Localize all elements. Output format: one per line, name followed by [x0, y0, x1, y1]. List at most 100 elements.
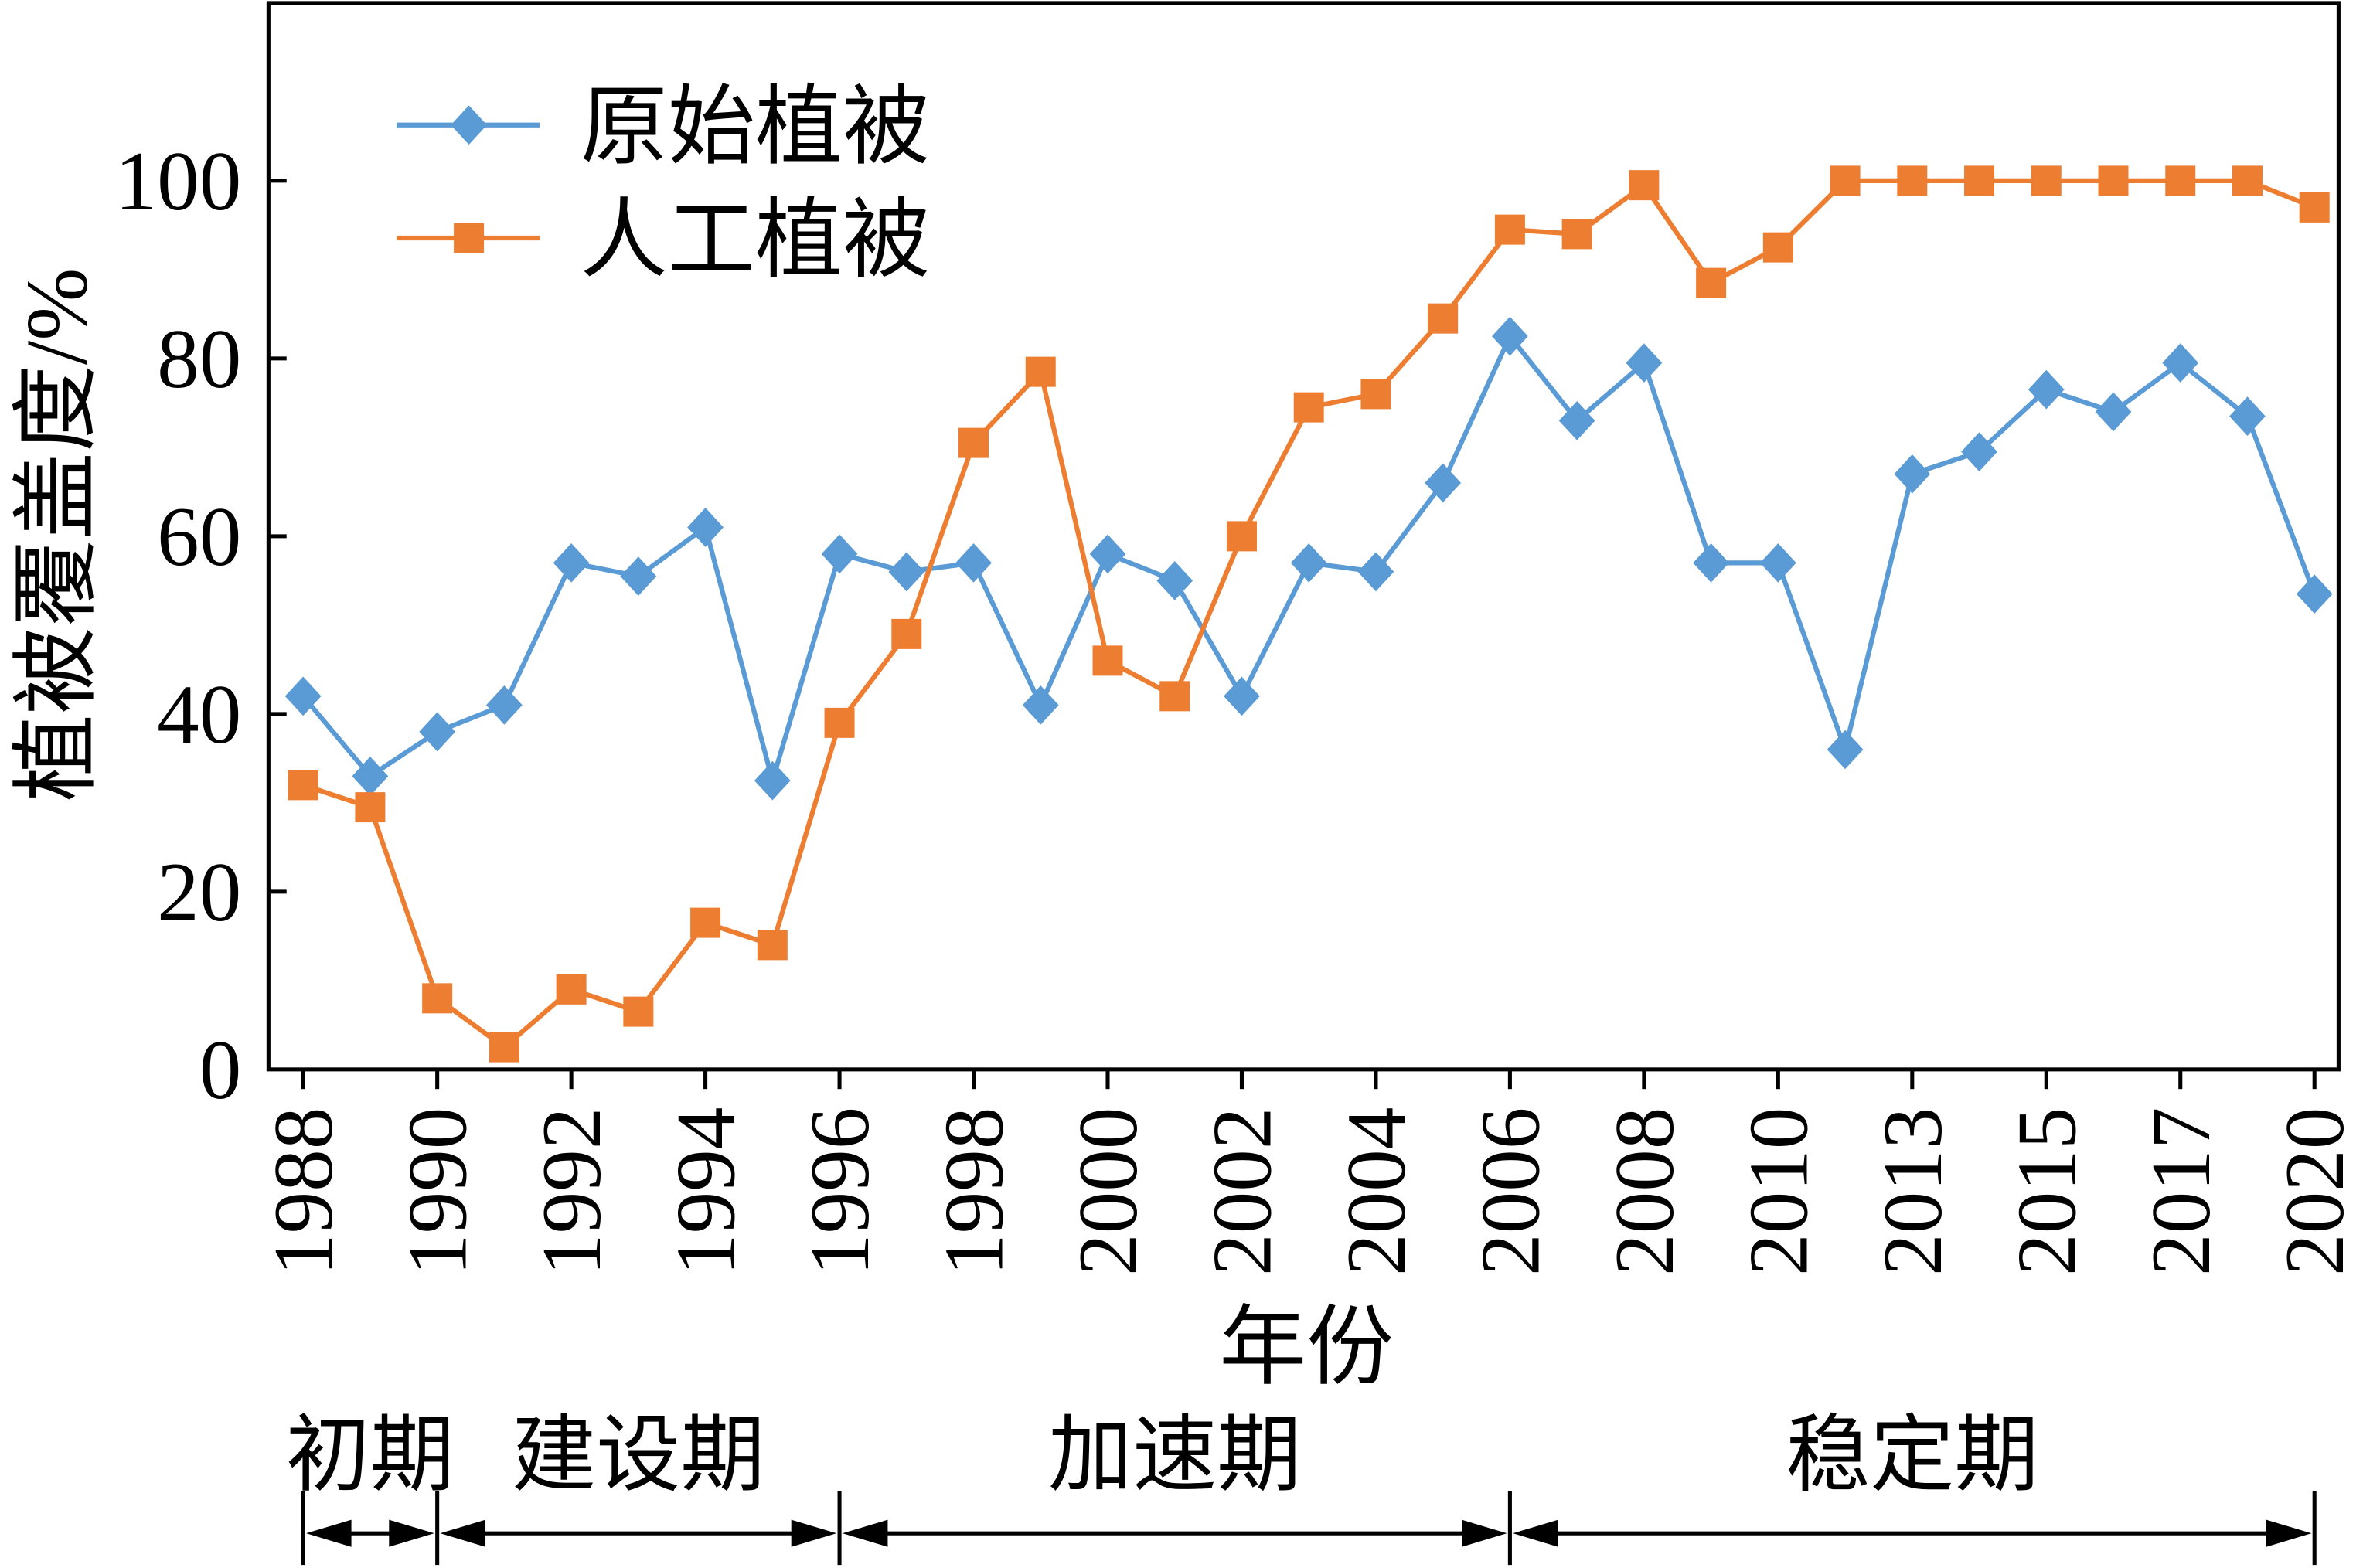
series-2 — [288, 165, 2330, 1063]
y-axis: 0 20 40 60 80 100 — [115, 134, 287, 1117]
period-arrow-head-left — [440, 1519, 486, 1547]
series-1-point — [419, 712, 456, 752]
series-1-point — [1961, 432, 1997, 471]
series-1-point — [1558, 401, 1595, 440]
x-tick-label: 2000 — [1061, 1107, 1155, 1276]
series-2-point — [1629, 170, 1660, 201]
series-1-point — [955, 543, 992, 583]
series-1-point — [2229, 396, 2266, 436]
series-1-point — [1492, 316, 1528, 356]
series-2-point — [1897, 165, 1928, 196]
period-arrow-head-right — [2266, 1519, 2312, 1547]
y-tick-label: 0 — [199, 1023, 242, 1117]
period-arrow-head-right — [389, 1519, 434, 1547]
series-1-point — [1224, 676, 1260, 716]
legend-item: 人工植被 — [397, 192, 930, 289]
period-annotation: 初期 建设期 加速期 稳定期 — [286, 1409, 2317, 1566]
x-tick-label: 1998 — [928, 1107, 1021, 1276]
series-1-point — [1827, 730, 1864, 770]
series-2-point — [824, 707, 855, 738]
plot-frame — [266, 1, 2341, 1072]
series-2-point — [1494, 214, 1525, 245]
series-1-point — [1425, 463, 1462, 503]
period: 建设期 — [440, 1409, 837, 1547]
series-2-point — [489, 1032, 519, 1063]
series-2-line — [302, 178, 2316, 1050]
y-axis-label: 植被覆盖度/% — [9, 268, 106, 802]
series-1-point — [284, 676, 322, 716]
x-tick-label: 2008 — [1598, 1107, 1691, 1276]
x-tick-label: 2004 — [1330, 1107, 1423, 1276]
series-2-point — [288, 770, 318, 801]
legend-marker — [451, 105, 487, 145]
series-2-point — [1696, 267, 1727, 298]
period-label: 稳定期 — [1786, 1409, 2038, 1502]
series-2-point — [2031, 165, 2062, 196]
series-2-point — [1561, 219, 1592, 250]
series-1-point — [620, 556, 657, 596]
series-2-point — [891, 618, 922, 649]
x-tick-label: 1990 — [391, 1107, 485, 1276]
series-2-point — [1360, 379, 1391, 410]
y-tick-label: 80 — [157, 312, 241, 406]
period-label: 建设期 — [512, 1409, 764, 1502]
x-tick-label: 2010 — [1731, 1107, 1825, 1276]
series-2-point — [690, 907, 721, 938]
series-1-point — [1894, 454, 1931, 494]
series-1-point — [1156, 561, 1193, 600]
series-2-point — [1092, 645, 1123, 676]
period-arrow-head-left — [306, 1519, 352, 1547]
series-2-point — [2232, 165, 2263, 196]
series-2-point — [355, 792, 386, 823]
series-1 — [284, 316, 2333, 801]
x-tick-label: 1994 — [659, 1107, 753, 1276]
period: 加速期 — [842, 1409, 1507, 1547]
series-2-point — [556, 974, 587, 1005]
period-arrow-head-left — [842, 1519, 888, 1547]
series-2-point — [757, 930, 788, 961]
series-1-point — [1626, 343, 1663, 383]
series-1-point — [821, 534, 858, 574]
series-2-point — [1025, 356, 1056, 387]
series-2-point — [623, 996, 654, 1027]
period-arrow-head-right — [791, 1519, 837, 1547]
series-2-point — [1159, 681, 1190, 712]
legend-item: 原始植被 — [397, 80, 930, 176]
series-1-point — [2095, 392, 2132, 432]
y-tick-label: 60 — [157, 490, 241, 583]
period: 初期 — [286, 1409, 455, 1547]
series-2-point — [2098, 165, 2129, 196]
x-tick-label: 1992 — [525, 1107, 618, 1276]
series-1-point — [687, 508, 724, 547]
x-tick-label: 2002 — [1195, 1107, 1289, 1276]
series-2-point — [1830, 165, 1861, 196]
x-axis-label: 年份 — [1219, 1299, 1394, 1396]
series-1-point — [1759, 543, 1796, 583]
series-1-point — [2296, 574, 2333, 614]
y-tick-label: 20 — [157, 845, 241, 939]
series-2-point — [2165, 165, 2196, 196]
legend-label: 原始植被 — [581, 80, 930, 176]
x-tick-label: 1996 — [793, 1107, 887, 1276]
series-1-point — [754, 760, 791, 801]
series-1-point — [485, 685, 523, 725]
period-label: 初期 — [286, 1409, 455, 1502]
y-tick-label: 100 — [115, 134, 242, 228]
x-axis: 1988 1990 1992 1994 1996 1998 2000 2002 2004 2006… — [257, 1069, 2361, 1276]
series-2-point — [1293, 392, 1324, 423]
series-2-point — [1964, 165, 1995, 196]
series-2-point — [1226, 521, 1257, 552]
legend-marker — [454, 223, 485, 253]
period-label: 加速期 — [1048, 1409, 1301, 1502]
legend-label: 人工植被 — [581, 192, 930, 289]
series-2-point — [2299, 192, 2330, 223]
series-2-point — [1428, 303, 1459, 334]
series-1-point — [1693, 543, 1729, 583]
series-1-point — [2028, 369, 2065, 410]
series-2-point — [1762, 232, 1793, 263]
period: 稳定期 — [1513, 1409, 2312, 1547]
series-1-point — [1290, 543, 1327, 583]
series-1-point — [2162, 343, 2199, 383]
series-1-point — [553, 543, 590, 583]
